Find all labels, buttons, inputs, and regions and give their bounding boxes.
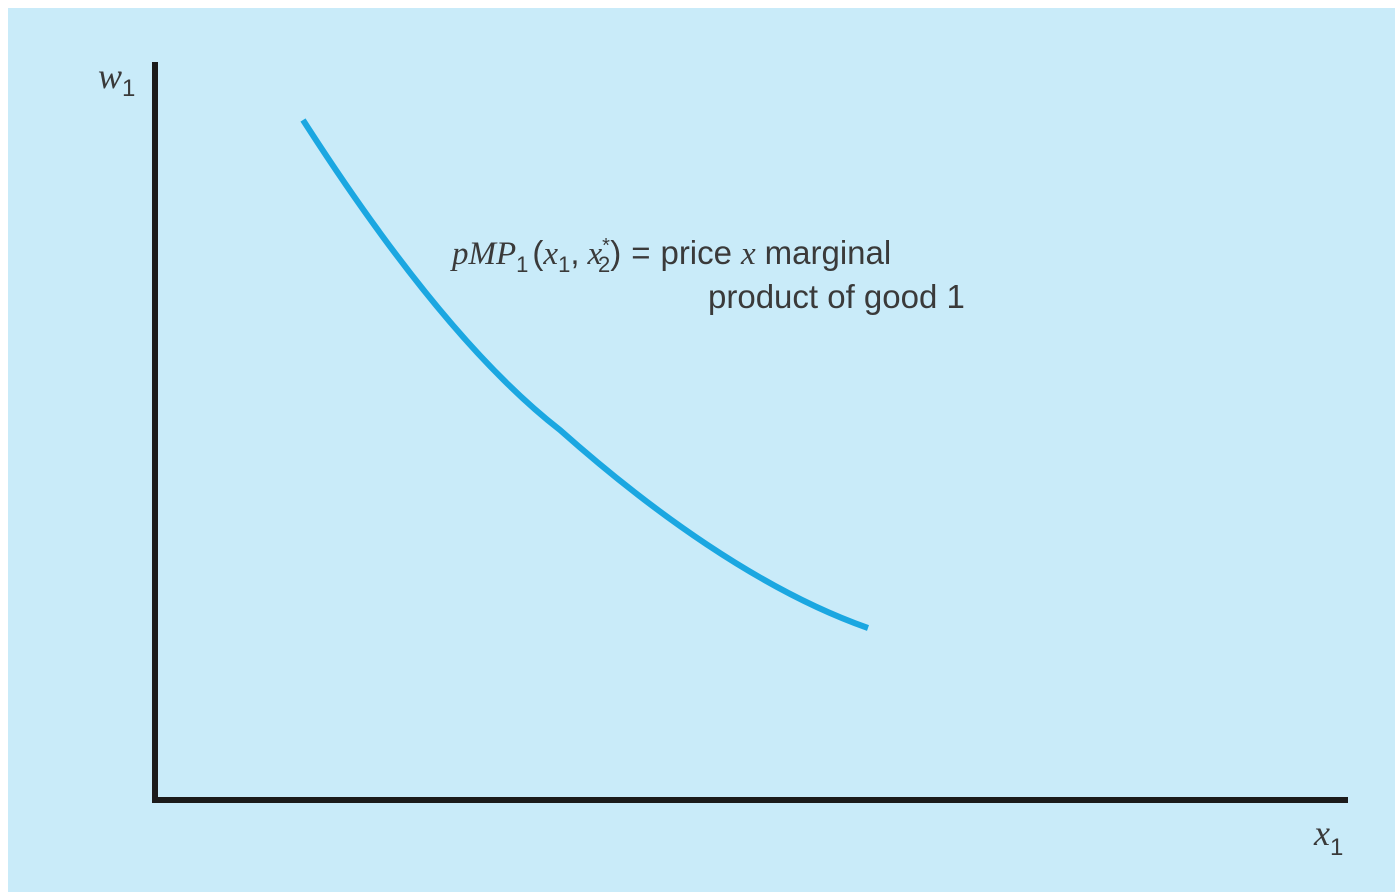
text-word: price: [660, 234, 732, 271]
x-axis-label: x1: [1313, 813, 1343, 861]
text-word: marginal: [765, 234, 892, 271]
text-word: x: [740, 236, 756, 272]
fn-sep: ,: [570, 234, 579, 271]
annotation-line1: pMP1 (x1, x* 2) = price x marginal: [450, 234, 891, 277]
panel: [8, 8, 1395, 892]
equals: =: [631, 234, 650, 271]
fn-arg2-sub: 2: [598, 252, 610, 277]
demand-curve: [300, 118, 869, 631]
annotation-line2: product of good 1: [708, 278, 965, 315]
y-axis-label: w1: [98, 56, 135, 102]
fn-open: (: [532, 234, 543, 271]
fn-arg1: x: [542, 236, 558, 272]
fn-name-sub: 1: [516, 252, 528, 277]
fn-close: ): [610, 234, 621, 271]
fn-arg1-sub: 1: [558, 252, 570, 277]
fn-arg2-sup: *: [602, 235, 610, 257]
y-label-base: w: [98, 56, 122, 96]
fn-name: pMP: [450, 236, 516, 272]
x-label-sub: 1: [1330, 834, 1343, 861]
fn-arg2: x: [586, 236, 602, 272]
x-label-base: x: [1313, 813, 1330, 853]
y-label-sub: 1: [122, 75, 135, 102]
